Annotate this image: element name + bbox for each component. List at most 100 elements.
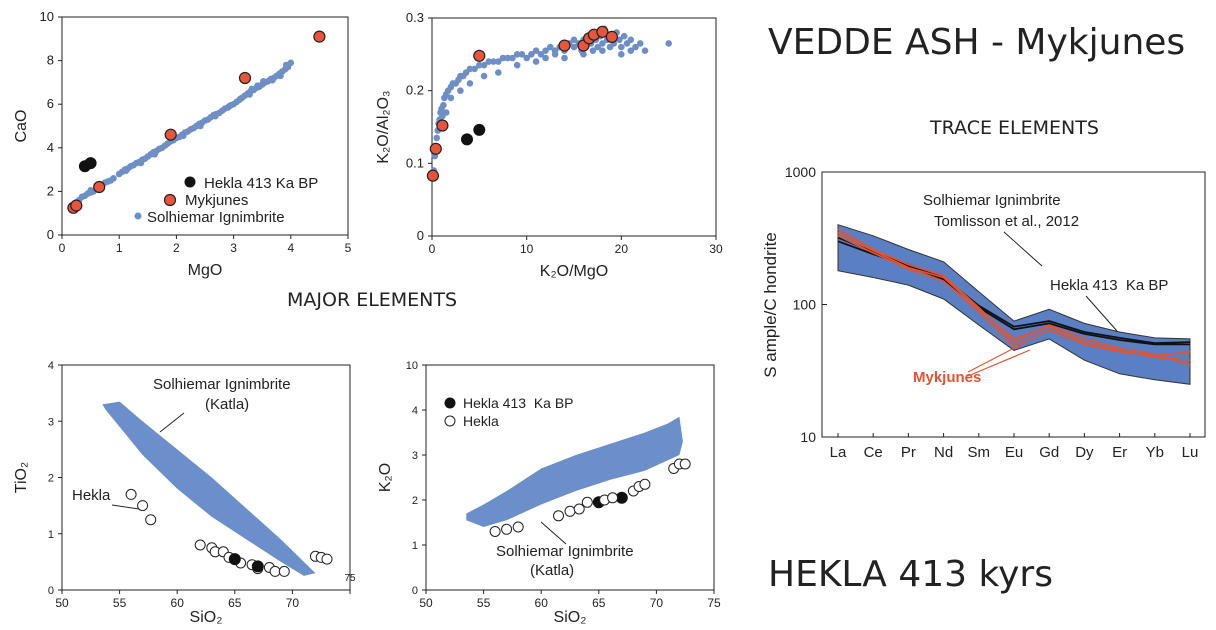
mykjunes-point xyxy=(605,30,619,44)
solhiemar-point xyxy=(580,51,587,58)
solhiemar-point xyxy=(439,112,446,120)
solhiemar-point xyxy=(480,61,488,69)
y-tick-label: 10 xyxy=(406,360,418,372)
hekla-point xyxy=(125,488,137,500)
category-label: Sm xyxy=(968,444,991,461)
y-tick-label: 10 xyxy=(800,429,816,445)
hekla-413-point xyxy=(473,123,486,136)
solhiemar-point xyxy=(509,54,516,62)
solhiemar-point xyxy=(476,61,483,69)
main-title: VEDDE ASH - Mykjunes xyxy=(768,22,1186,63)
y-tick-label: 1 xyxy=(412,540,418,552)
hekla-413-point xyxy=(461,133,473,146)
category-label: Dy xyxy=(1075,444,1094,461)
y-axis-label: CaO xyxy=(13,110,30,143)
y-tick-label: 100 xyxy=(793,297,817,313)
solhiemar-point xyxy=(537,51,545,58)
y-axis-label: K₂O xyxy=(377,463,394,492)
plot-frame xyxy=(431,17,717,237)
y-tick-label: 2 xyxy=(48,473,54,485)
category-label: Er xyxy=(1112,444,1127,461)
annotation-leader xyxy=(1003,231,1043,267)
x-tick-label: 55 xyxy=(113,596,127,610)
mykjunes-point xyxy=(70,199,83,212)
solhiemar-point xyxy=(542,54,549,62)
y-tick-label: 1 xyxy=(48,529,54,541)
solhiemar-point xyxy=(561,54,568,62)
solhiemar-point xyxy=(457,87,464,94)
mykjunes-point xyxy=(436,119,449,132)
solhiemar-band xyxy=(102,401,316,576)
solhiemar-point xyxy=(665,40,672,47)
annotation-solhiemar: Solhiemar Ignimbrite xyxy=(496,543,634,560)
mykjunes-point xyxy=(164,128,177,141)
legend-hekla-label: Hekla xyxy=(463,413,499,429)
x-tick-label: 70 xyxy=(650,596,664,610)
y-tick-label: 0.1 xyxy=(406,155,424,170)
solhiemar-point xyxy=(480,72,488,80)
solhiemar-point xyxy=(627,36,635,44)
solhiemar-point xyxy=(277,72,284,80)
solhiemar-point xyxy=(260,78,267,85)
legend-mykjunes-label: Mykjunes xyxy=(185,192,248,209)
hekla-413-point xyxy=(84,157,97,170)
solhiemar-point xyxy=(499,54,507,62)
y-tick-label: 2 xyxy=(47,183,54,198)
mykjunes-point xyxy=(426,169,439,182)
mykjunes-point xyxy=(93,180,106,194)
x-tick-label: 20 xyxy=(615,242,629,256)
solhiemar-point xyxy=(513,51,521,58)
solhiemar-point xyxy=(589,47,597,54)
y-tick-label: 4 xyxy=(412,405,418,417)
x-tick-label: 65 xyxy=(592,596,606,610)
legend-hekla-413-label: Hekla 413 Ka BP xyxy=(463,395,574,411)
mykjunes-point xyxy=(429,142,442,155)
x-tick-label: 60 xyxy=(535,596,549,610)
x-tick-label: 65 xyxy=(228,596,242,610)
solhiemar-point xyxy=(466,65,474,73)
category-label: Lu xyxy=(1182,444,1199,461)
category-label: Nd xyxy=(934,444,953,461)
solhiemar-point xyxy=(641,47,649,54)
hekla-413-point xyxy=(228,553,241,566)
solhiemar-point xyxy=(513,61,521,69)
solhiemar-point xyxy=(282,61,290,69)
hekla-point xyxy=(278,565,290,577)
solhiemar-point xyxy=(466,80,474,87)
solhiemar-point xyxy=(471,65,478,73)
solhiemar-point xyxy=(237,95,244,103)
y-axis-label: TiO₂ xyxy=(13,462,30,493)
annotation-mykjunes: Mykjunes xyxy=(913,369,981,386)
trace-elements-title: TRACE ELEMENTS xyxy=(930,117,1099,139)
x-tick-label: 4 xyxy=(287,241,294,255)
hekla-title: HEKLA 413 kyrs xyxy=(768,554,1053,595)
major-elements-title: MAJOR ELEMENTS xyxy=(287,289,458,311)
mykjunes-point xyxy=(558,39,571,52)
solhiemar-point xyxy=(495,69,502,76)
hekla-point xyxy=(639,478,651,490)
mykjunes-line xyxy=(837,228,1191,366)
plot-frame xyxy=(425,364,715,591)
solhiemar-point xyxy=(532,47,540,54)
category-label: Yb xyxy=(1146,444,1164,461)
chart-3: 50 55 60 65 70 75 0 1 2 3 4 10 SiO₂ K₂O Hekla 413 Ka B… xyxy=(377,360,721,626)
x-tick-label: 75 xyxy=(707,596,721,610)
plot-frame xyxy=(61,16,349,236)
solhiemar-point xyxy=(594,43,601,51)
solhiemar-point xyxy=(151,151,158,158)
annotation-leader xyxy=(159,412,185,433)
chart-2: 50 55 60 65 70 75 0 1 2 3 4 SiO₂ TiO₂ Solhiemar Ignim… xyxy=(13,360,356,626)
hekla-point xyxy=(194,539,206,551)
x-tick-label: 2 xyxy=(173,241,180,255)
x-axis-label: MgO xyxy=(188,262,223,279)
chart-0: 0 1 2 3 4 5 0 2 4 6 8 10 MgO CaO Hekla 413 Ka BPMykjun… xyxy=(13,9,352,279)
mykjunes-point xyxy=(313,30,326,43)
solhiemar-point xyxy=(532,58,540,65)
solhiemar-point xyxy=(570,36,578,44)
y-tick-label: 1000 xyxy=(785,164,816,180)
x-axis-label: SiO₂ xyxy=(554,609,587,626)
x-axis-label: SiO₂ xyxy=(190,609,223,626)
y-tick-label: 2 xyxy=(412,495,418,507)
solhiemar-point xyxy=(433,134,441,142)
hekla-point xyxy=(573,503,585,515)
